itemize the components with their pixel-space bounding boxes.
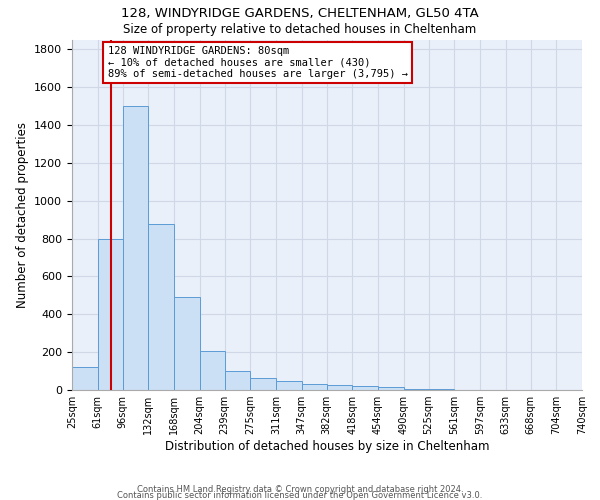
Text: Contains public sector information licensed under the Open Government Licence v3: Contains public sector information licen… bbox=[118, 491, 482, 500]
Bar bbox=[276, 382, 302, 390]
Text: 128, WINDYRIDGE GARDENS, CHELTENHAM, GL50 4TA: 128, WINDYRIDGE GARDENS, CHELTENHAM, GL5… bbox=[121, 8, 479, 20]
Text: Size of property relative to detached houses in Cheltenham: Size of property relative to detached ho… bbox=[124, 22, 476, 36]
Bar bbox=[250, 378, 276, 390]
X-axis label: Distribution of detached houses by size in Cheltenham: Distribution of detached houses by size … bbox=[165, 440, 489, 453]
Bar bbox=[174, 298, 200, 390]
Bar bbox=[302, 384, 326, 390]
Bar bbox=[352, 386, 378, 390]
Bar bbox=[98, 238, 122, 390]
Y-axis label: Number of detached properties: Number of detached properties bbox=[16, 122, 29, 308]
Bar bbox=[224, 371, 250, 390]
Bar bbox=[200, 351, 224, 390]
Text: 128 WINDYRIDGE GARDENS: 80sqm
← 10% of detached houses are smaller (430)
89% of : 128 WINDYRIDGE GARDENS: 80sqm ← 10% of d… bbox=[107, 46, 407, 79]
Bar bbox=[72, 368, 98, 390]
Bar bbox=[326, 386, 352, 390]
Bar bbox=[122, 106, 148, 390]
Text: Contains HM Land Registry data © Crown copyright and database right 2024.: Contains HM Land Registry data © Crown c… bbox=[137, 484, 463, 494]
Bar bbox=[148, 224, 174, 390]
Bar bbox=[404, 389, 428, 390]
Bar bbox=[378, 387, 404, 390]
